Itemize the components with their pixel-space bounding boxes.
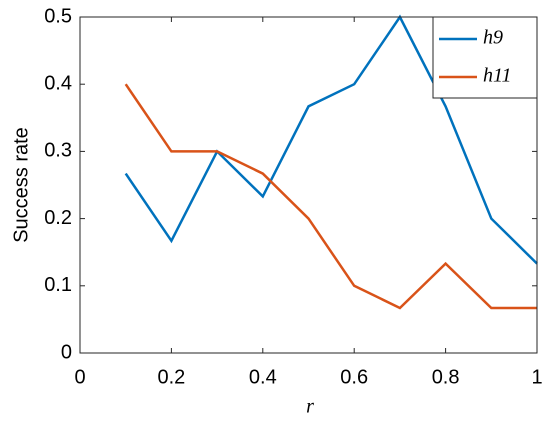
plot-frame	[79, 16, 538, 354]
x-tick-label: 0	[74, 366, 85, 388]
legend-label: h9	[483, 27, 503, 49]
y-tick-label: 0.2	[44, 207, 72, 229]
y-tick-label: 0.3	[44, 140, 72, 162]
y-tick-label: 0.1	[44, 274, 72, 296]
legend-label: h11	[483, 65, 512, 87]
y-axis-label: Success rate	[10, 127, 32, 243]
series-line	[124, 14, 538, 265]
series-line	[124, 83, 537, 310]
y-tick-label: 0	[61, 341, 72, 363]
x-tick-label: 0.2	[157, 366, 185, 388]
x-tick-label: 0.4	[249, 366, 277, 388]
x-tick-label: 0.6	[340, 366, 368, 388]
legend-box	[432, 16, 538, 99]
x-tick-label: 0.8	[432, 366, 460, 388]
x-axis-label: r	[306, 396, 314, 418]
y-tick-label: 0.5	[44, 5, 72, 27]
y-tick-label: 0.4	[44, 72, 72, 94]
x-tick-label: 1	[531, 366, 542, 388]
